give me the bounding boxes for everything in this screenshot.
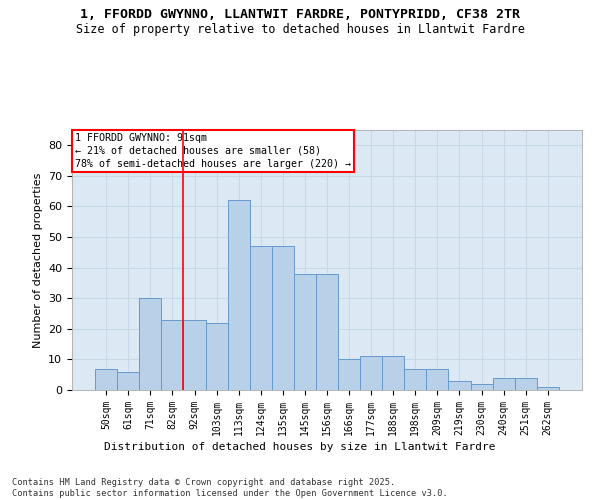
Bar [338, 360, 360, 390]
Text: Contains HM Land Registry data © Crown copyright and database right 2025.
Contai: Contains HM Land Registry data © Crown c… [12, 478, 448, 498]
Bar [515, 378, 537, 390]
Bar [139, 298, 161, 390]
Text: Size of property relative to detached houses in Llantwit Fardre: Size of property relative to detached ho… [76, 22, 524, 36]
Bar [448, 381, 470, 390]
Bar [382, 356, 404, 390]
Bar [294, 274, 316, 390]
Bar [184, 320, 206, 390]
Bar [95, 368, 117, 390]
Bar [493, 378, 515, 390]
Bar [404, 368, 427, 390]
Bar [360, 356, 382, 390]
Bar [250, 246, 272, 390]
Bar [161, 320, 184, 390]
Bar [206, 322, 227, 390]
Bar [316, 274, 338, 390]
Bar [272, 246, 294, 390]
Y-axis label: Number of detached properties: Number of detached properties [32, 172, 43, 348]
Bar [470, 384, 493, 390]
Bar [117, 372, 139, 390]
Text: Distribution of detached houses by size in Llantwit Fardre: Distribution of detached houses by size … [104, 442, 496, 452]
Text: 1 FFORDD GWYNNO: 91sqm
← 21% of detached houses are smaller (58)
78% of semi-det: 1 FFORDD GWYNNO: 91sqm ← 21% of detached… [74, 132, 350, 169]
Bar [537, 387, 559, 390]
Bar [427, 368, 448, 390]
Bar [227, 200, 250, 390]
Text: 1, FFORDD GWYNNO, LLANTWIT FARDRE, PONTYPRIDD, CF38 2TR: 1, FFORDD GWYNNO, LLANTWIT FARDRE, PONTY… [80, 8, 520, 20]
